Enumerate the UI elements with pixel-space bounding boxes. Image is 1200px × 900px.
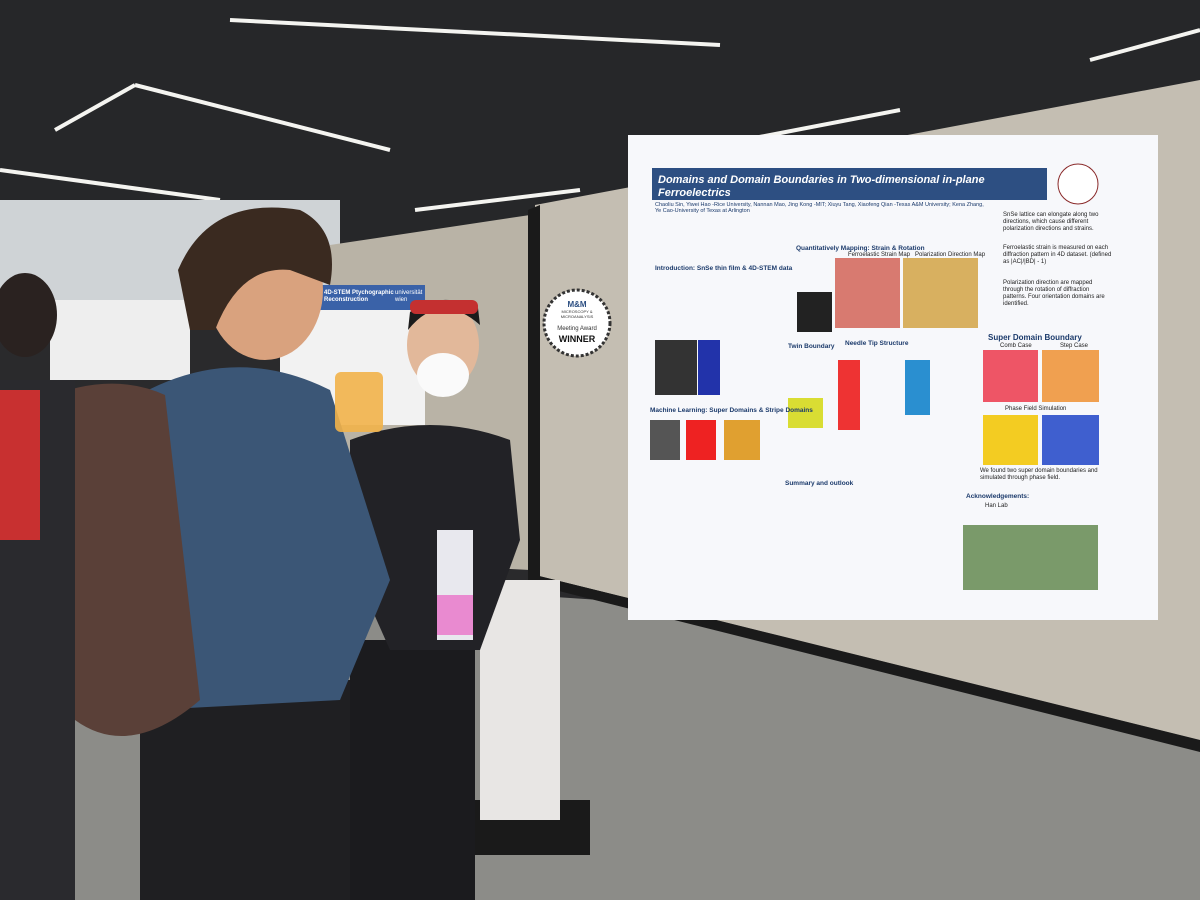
- badge-status: WINNER: [558, 334, 596, 344]
- figure-label: Ferroelastic Strain Map: [848, 252, 911, 258]
- poster-note: Polarization direction are mapped throug…: [1003, 280, 1105, 307]
- caption: We found two super domain boundaries and…: [980, 468, 1098, 481]
- person-right: [350, 299, 520, 900]
- figure-label: Phase Field Simulation: [1005, 406, 1067, 412]
- poster-figures: [650, 258, 1099, 590]
- section-heading: Introduction: SnSe thin film & 4D-STEM d…: [655, 265, 793, 272]
- badge-logo: M&M: [567, 300, 587, 309]
- poster-title-bar: [652, 168, 1047, 200]
- badge-award: Meeting Award: [557, 326, 597, 332]
- figure-label: Polarization Direction Map: [915, 252, 986, 258]
- poster-authors: Chaoliu Sin, Yiwei Hao -Rice University,…: [655, 202, 984, 215]
- badge-society: MICROSCOPY & MICROANALYSIS: [560, 309, 594, 319]
- figure-label: Step Case: [1060, 343, 1089, 349]
- poster-title: Domains and Domain Boundaries in Two-dim…: [658, 174, 985, 199]
- person-far-left: [0, 273, 75, 900]
- left-poster-logo: universität wien: [395, 290, 423, 303]
- section-heading: Quantitatively Mapping: Strain & Rotatio…: [796, 245, 925, 252]
- figure-label: Comb Case: [1000, 343, 1032, 349]
- section-heading: Twin Boundary: [788, 343, 835, 350]
- section-heading: Super Domain Boundary: [988, 333, 1082, 342]
- award-badge: [542, 288, 612, 358]
- poster-note: SnSe lattice can elongate along two dire…: [1003, 212, 1099, 232]
- left-poster-header: [320, 285, 425, 310]
- section-heading: Summary and outlook: [785, 480, 854, 487]
- figure-label: Han Lab: [985, 503, 1008, 509]
- far-poster: [50, 300, 190, 380]
- section-heading: Machine Learning: Super Domains & Stripe…: [650, 407, 813, 414]
- section-heading: Acknowledgements:: [966, 493, 1030, 500]
- person-left: [30, 207, 390, 900]
- poster-note: Ferroelastic strain is measured on each …: [1003, 245, 1112, 265]
- university-seal: [1057, 163, 1099, 205]
- left-poster-title: 4D-STEM Ptychographic Reconstruction: [324, 290, 394, 303]
- section-heading: Needle Tip Structure: [845, 340, 909, 347]
- table-cloth: [480, 580, 560, 820]
